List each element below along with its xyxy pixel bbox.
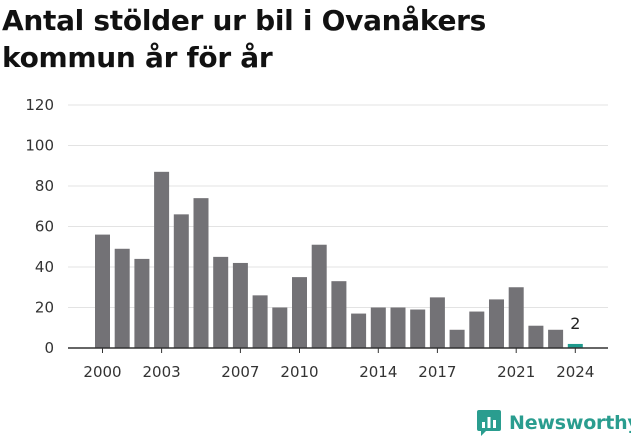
data-label-2024: 2 [570, 314, 580, 333]
bar-2015 [390, 307, 406, 348]
x-tick-label: 2007 [221, 363, 259, 381]
y-tick-label: 0 [44, 339, 54, 357]
bars [95, 171, 583, 348]
brand-name: Newsworthy [509, 412, 631, 434]
x-tick-label: 2014 [359, 363, 397, 381]
bar-2009 [272, 307, 288, 348]
bar-2020 [489, 299, 504, 348]
bar-2023 [548, 329, 564, 348]
bar-2012 [331, 281, 347, 348]
bar-2004 [173, 214, 189, 348]
bar-2006 [213, 256, 229, 348]
x-tick-label: 2017 [418, 363, 456, 381]
bar-2018 [449, 329, 465, 348]
bar-2008 [252, 295, 268, 348]
bar-2024 [567, 343, 583, 348]
bar-2002 [134, 258, 150, 348]
y-tick-label: 60 [35, 218, 54, 236]
bar-2021 [508, 287, 524, 348]
bar-2011 [311, 244, 327, 348]
x-tick-label: 2024 [556, 363, 594, 381]
bar-2003 [154, 171, 170, 348]
bar-2000 [95, 234, 110, 348]
chart-title: Antal stölder ur bil i Ovanåkers kommun … [2, 4, 487, 74]
x-tick-label: 2000 [83, 363, 121, 381]
x-axis: 2000 2003 2007 2010 2014 2017 2021 2024 [68, 347, 608, 381]
bar-2010 [292, 277, 307, 348]
bar-2001 [114, 248, 130, 348]
bar-2017 [429, 297, 445, 348]
newsworthy-logo-icon [477, 410, 501, 436]
bar-2005 [193, 198, 209, 348]
bar-2022 [528, 325, 544, 348]
y-tick-label: 100 [25, 137, 54, 155]
bar-2013 [351, 313, 367, 348]
y-axis-ticks: 0 20 40 60 80 100 120 [25, 96, 54, 357]
brand-logo: Newsworthy [476, 408, 631, 438]
data-labels: 2 [570, 314, 580, 333]
bar-2014 [370, 307, 386, 348]
y-tick-label: 40 [35, 258, 54, 276]
y-tick-label: 20 [35, 299, 54, 317]
x-tick-label: 2021 [497, 363, 535, 381]
bar-2007 [232, 262, 248, 348]
x-tick-label: 2003 [143, 363, 181, 381]
bar-2016 [410, 309, 426, 348]
y-tick-label: 120 [25, 96, 54, 114]
x-tick-label: 2010 [280, 363, 318, 381]
y-tick-label: 80 [35, 177, 54, 195]
bar-2019 [469, 311, 485, 348]
